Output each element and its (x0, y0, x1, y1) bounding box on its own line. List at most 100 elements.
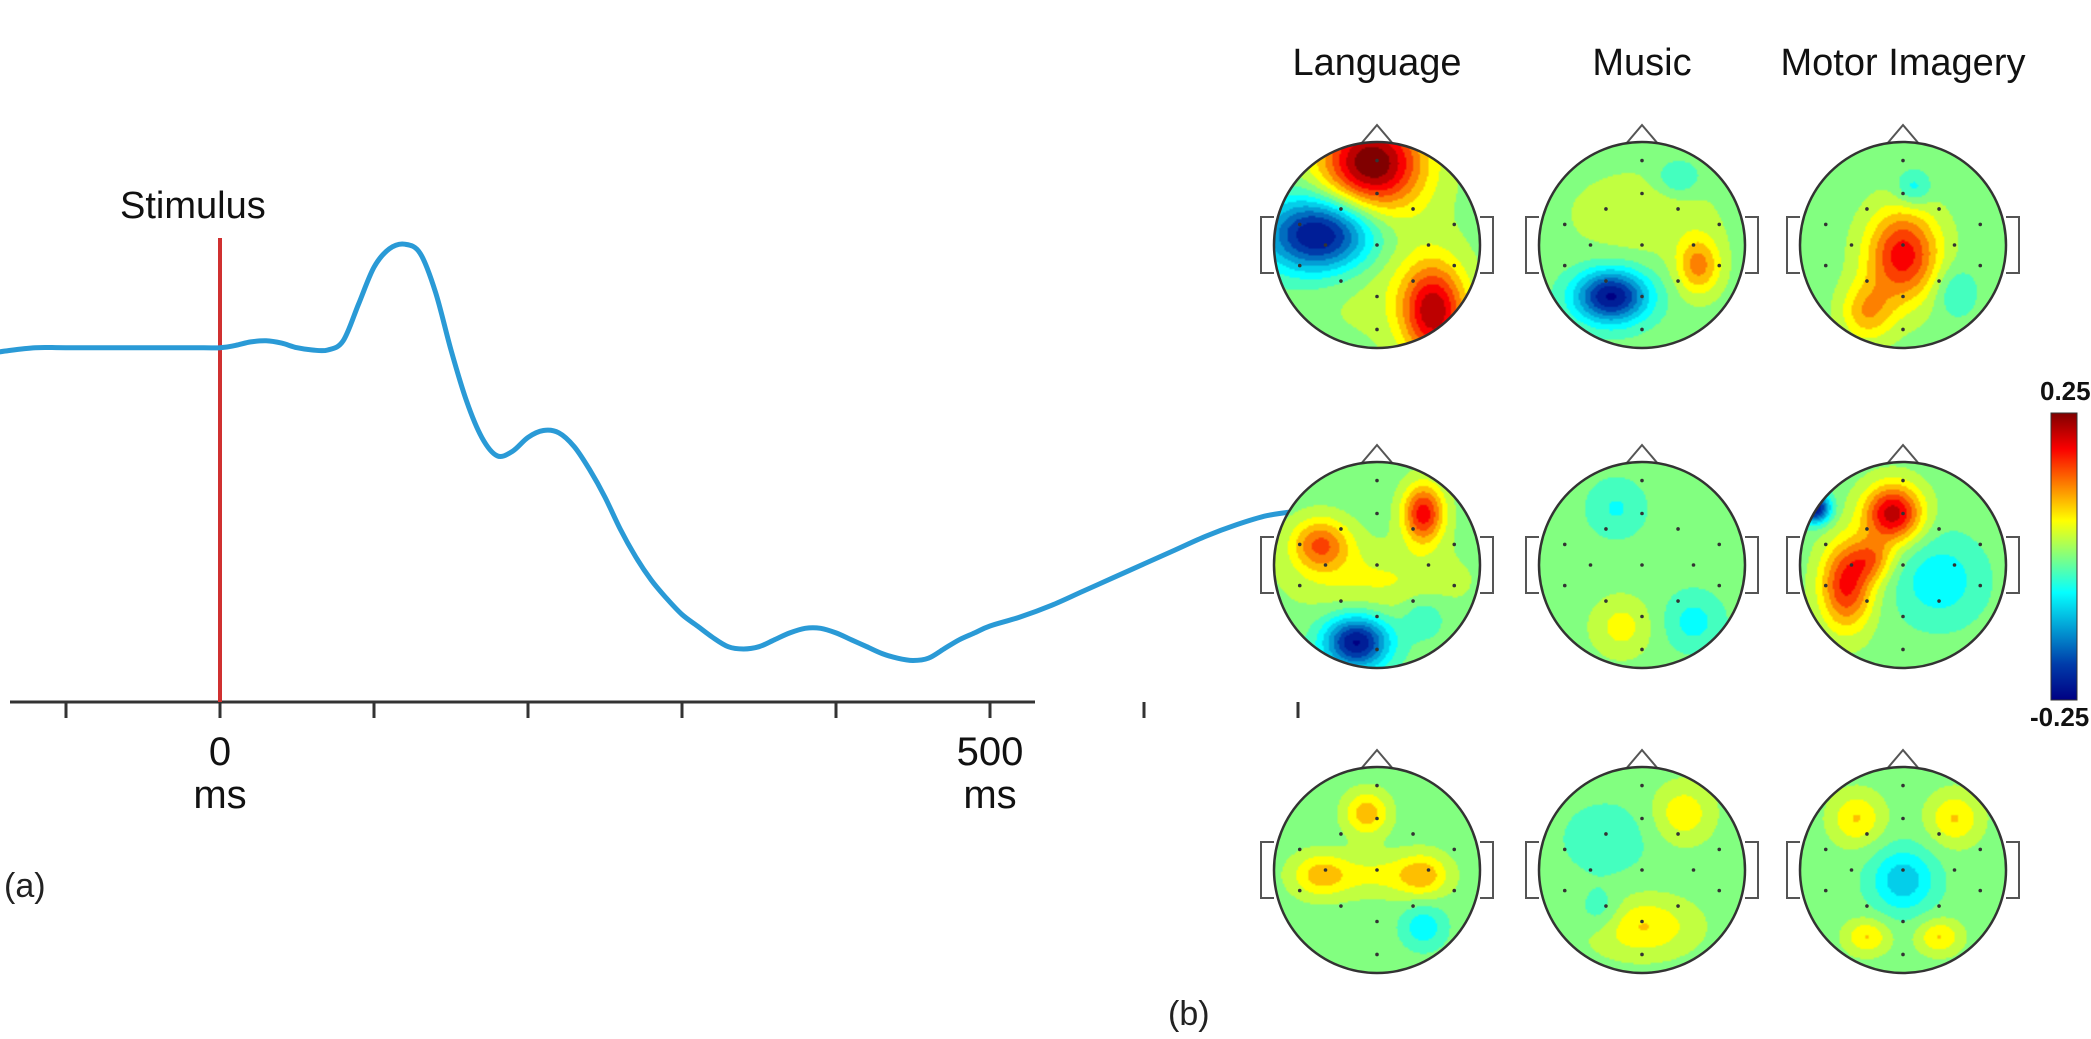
head-ear (1260, 216, 1274, 274)
electrode-dot (1375, 191, 1379, 196)
electrode-dot (1452, 263, 1457, 268)
head-ear (1480, 216, 1494, 274)
electrode-dot (1823, 542, 1828, 547)
stimulus-label: Stimulus (120, 185, 266, 227)
electrode-dot (1640, 816, 1644, 821)
head-nose (1624, 123, 1660, 146)
electrode-dot (1411, 832, 1415, 836)
head-outline (1272, 765, 1482, 975)
electrode-dot (1823, 222, 1828, 227)
electrode-dot (1411, 599, 1415, 603)
head-outline (1537, 765, 1747, 975)
electrode-dot (1640, 478, 1644, 483)
head-outline (1798, 140, 2008, 350)
head-ear (1260, 536, 1274, 594)
colorbar-min-label: -0.25 (2030, 702, 2089, 732)
electrode-dot (1901, 563, 1905, 567)
topomap-head (1786, 443, 2020, 670)
electrode-dots (1562, 158, 1722, 332)
electrode-dot (1375, 158, 1379, 163)
head-nose (1885, 748, 1921, 771)
topomap-head (1525, 123, 1759, 350)
head-outline (1537, 460, 1747, 670)
head-ear (1745, 536, 1759, 594)
electrode-dot (1952, 868, 1957, 872)
head-nose (1359, 123, 1395, 146)
electrode-dot (1849, 243, 1854, 247)
electrode-dot (1375, 868, 1379, 872)
electrode-dot (1375, 327, 1379, 332)
panel-a-label: (a) (4, 867, 46, 905)
electrode-dot (1901, 783, 1905, 788)
head-outline (1537, 140, 1747, 350)
electrode-dot (1604, 527, 1608, 531)
electrode-dot (1640, 919, 1644, 924)
electrode-dot (1297, 847, 1302, 852)
electrode-dot (1452, 583, 1457, 588)
head-ear (2006, 216, 2020, 274)
electrode-dot (1849, 563, 1854, 567)
electrode-dot (1823, 583, 1828, 588)
electrode-dot (1588, 868, 1593, 872)
electrode-dot (1865, 279, 1869, 283)
electrode-dot (1375, 919, 1379, 924)
electrode-dot (1640, 294, 1644, 299)
topomap-head (1260, 748, 1494, 975)
head-nose (1885, 443, 1921, 466)
head-ear (1525, 841, 1539, 899)
colorbar-gradient (2050, 412, 2078, 701)
head-ear (1786, 216, 1800, 274)
electrode-dot (1339, 599, 1343, 603)
electrode-dot (1978, 542, 1983, 547)
electrode-dots (1297, 478, 1457, 652)
electrode-dot (1375, 563, 1379, 567)
head-nose (1624, 748, 1660, 771)
electrode-dot (1901, 868, 1905, 872)
electrode-dot (1640, 647, 1644, 652)
electrode-dot (1901, 614, 1905, 619)
electrode-dot (1411, 904, 1415, 908)
electrode-dot (1452, 888, 1457, 893)
x-tick-unit: ms (193, 773, 246, 817)
electrode-dot (1339, 904, 1343, 908)
electrode-dots (1297, 783, 1457, 957)
head-ear (1525, 216, 1539, 274)
electrode-dot (1375, 478, 1379, 483)
electrode-dot (1937, 527, 1941, 531)
electrode-dot (1562, 222, 1567, 227)
electrode-dot (1640, 614, 1644, 619)
electrode-dot (1691, 243, 1696, 247)
head-nose (1359, 443, 1395, 466)
head-outline (1798, 765, 2008, 975)
electrode-dot (1604, 207, 1608, 211)
electrode-dot (1640, 243, 1644, 247)
panel-b-label: (b) (1168, 995, 1210, 1033)
head-ear (1786, 536, 1800, 594)
x-tick-label: 0 (209, 730, 231, 774)
electrode-dot (1411, 207, 1415, 211)
electrode-dot (1901, 511, 1905, 516)
head-outline (1272, 460, 1482, 670)
electrode-dot (1952, 563, 1957, 567)
electrode-dots (1297, 158, 1457, 332)
electrode-dot (1937, 279, 1941, 283)
x-tick-label: 500 (957, 730, 1024, 774)
x-tick-unit: ms (963, 773, 1016, 817)
electrode-dot (1562, 847, 1567, 852)
electrode-dot (1452, 847, 1457, 852)
electrode-dot (1604, 279, 1608, 283)
electrode-dot (1978, 263, 1983, 268)
electrode-dot (1562, 583, 1567, 588)
electrode-dot (1676, 599, 1680, 603)
electrode-dot (1323, 563, 1328, 567)
electrode-dot (1297, 888, 1302, 893)
electrode-dot (1717, 263, 1722, 268)
electrode-dot (1901, 294, 1905, 299)
electrode-dot (1717, 847, 1722, 852)
electrode-dot (1676, 527, 1680, 531)
electrode-dots (1823, 158, 1983, 332)
electrode-dot (1849, 868, 1854, 872)
electrode-dot (1676, 832, 1680, 836)
electrode-dots (1562, 478, 1722, 652)
